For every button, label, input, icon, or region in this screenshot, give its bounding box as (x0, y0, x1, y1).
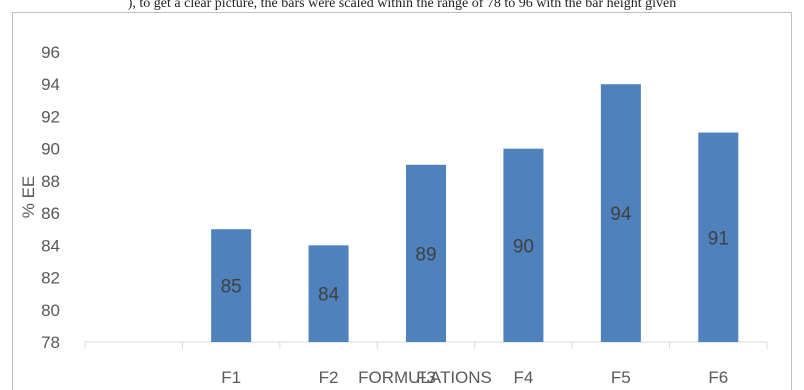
bar-f5 (600, 84, 641, 342)
bar-f1 (211, 229, 252, 342)
x-tick-label-f1: F1 (221, 368, 241, 387)
caption-fragment: ), to get a clear picture, the bars were… (127, 0, 677, 10)
y-tick-label: 94 (41, 75, 60, 94)
bar-f3 (406, 164, 446, 342)
y-axis-label: % EE (19, 176, 38, 219)
x-axis-ticks: F1 F2 F3 F4 F5 F6 (221, 368, 728, 387)
x-tick-label-f5: F5 (611, 368, 631, 387)
x-tick-label-f3: F3 (416, 368, 436, 387)
y-tick-label: 96 (41, 43, 60, 62)
data-label-f3: 89 (415, 244, 436, 265)
bar-f4 (503, 148, 544, 342)
data-label-f5: 94 (610, 204, 632, 225)
data-label-f2: 84 (318, 285, 340, 306)
y-tick-label: 78 (41, 333, 60, 352)
chart-frame (12, 12, 792, 390)
y-tick-label: 88 (41, 172, 60, 191)
data-labels: 85 84 89 90 94 91 (221, 204, 729, 306)
y-tick-label: 90 (41, 140, 60, 159)
x-axis (84, 341, 768, 349)
y-tick-label: 92 (41, 107, 60, 126)
data-label-f6: 91 (708, 228, 729, 249)
y-tick-label: 84 (41, 236, 60, 255)
x-tick-label-f4: F4 (514, 368, 534, 387)
x-tick-label-f6: F6 (708, 368, 728, 387)
y-axis-ticks: 78 80 82 84 86 88 90 92 94 96 (41, 43, 60, 352)
y-tick-label: 86 (41, 204, 60, 223)
y-tick-label: 80 (41, 301, 60, 320)
data-label-f1: 85 (221, 277, 242, 298)
bars (211, 84, 739, 342)
data-label-f4: 90 (513, 236, 534, 257)
y-tick-label: 82 (41, 269, 60, 288)
bar-f2 (308, 245, 349, 342)
x-axis-label: FORMULATIONS (358, 368, 492, 387)
x-tick-label-f2: F2 (319, 368, 339, 387)
bar-f6 (698, 132, 739, 342)
